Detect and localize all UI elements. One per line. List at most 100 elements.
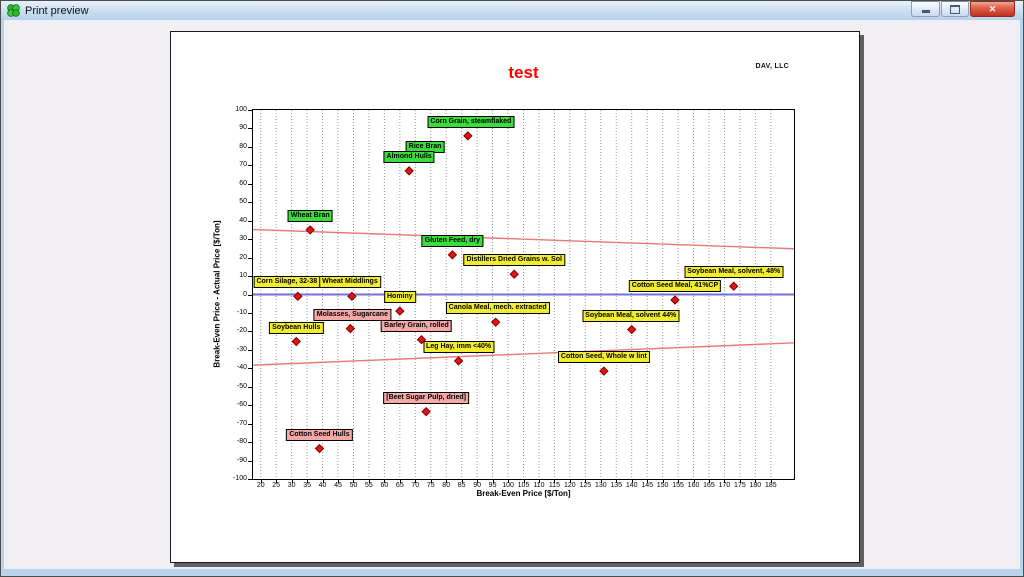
x-tick-mark xyxy=(276,479,278,483)
x-tick-label: 75 xyxy=(426,482,435,489)
x-tick-label: 80 xyxy=(442,482,451,489)
y-tick-mark xyxy=(248,442,252,444)
x-tick-mark xyxy=(260,479,262,483)
x-tick-label: 45 xyxy=(334,482,342,489)
x-tick-mark xyxy=(724,479,726,483)
x-tick-mark xyxy=(291,479,293,483)
y-tick-mark xyxy=(248,405,252,407)
chart-canvas xyxy=(253,110,794,479)
data-point-marker xyxy=(347,291,357,302)
minimize-icon xyxy=(921,10,930,13)
y-tick-label: 60 xyxy=(239,179,247,187)
data-point-label: Gluten Feed, dry xyxy=(421,234,484,247)
data-point-marker xyxy=(305,225,315,235)
data-point-label: Canola Meal, mech. extracted xyxy=(445,302,550,315)
y-tick-label: -10 xyxy=(236,308,247,316)
plot-area: Corn Grain, steamflaked Rice Bran Almond H… xyxy=(252,109,795,480)
lower-break-even-band xyxy=(253,342,794,366)
x-tick-mark xyxy=(399,479,401,483)
y-tick-label: -60 xyxy=(236,401,247,409)
data-point-marker xyxy=(453,356,464,366)
y-tick-mark xyxy=(248,146,252,148)
data-point-marker xyxy=(345,323,356,334)
preview-area: test DAV, LLC Break-Even Price - Actual … xyxy=(4,20,1020,569)
x-tick-mark xyxy=(430,479,432,483)
x-tick-mark xyxy=(569,479,571,483)
data-point-label: Distillers Dried Grains w. Sol xyxy=(463,254,565,267)
data-point-marker xyxy=(421,406,431,417)
x-tick-mark xyxy=(461,479,463,483)
x-tick-mark xyxy=(616,479,618,483)
data-point-marker xyxy=(626,324,637,335)
data-point-marker xyxy=(293,291,303,302)
y-tick-mark xyxy=(248,110,252,111)
y-tick-mark xyxy=(248,368,252,370)
data-point-label: Barley Grain, rolled xyxy=(381,319,452,332)
report-page: test DAV, LLC Break-Even Price - Actual … xyxy=(170,31,860,563)
company-name: DAV, LLC xyxy=(755,63,789,70)
y-tick-label: 90 xyxy=(239,124,247,132)
x-tick-mark xyxy=(538,479,540,483)
y-tick-mark xyxy=(248,128,252,130)
data-point-label: Wheat Middlings xyxy=(319,276,381,289)
x-tick-mark xyxy=(368,479,370,483)
minimize-button[interactable] xyxy=(911,1,940,17)
data-point-label: [Beet Sugar Pulp, dried] xyxy=(383,391,469,404)
x-tick-label: 20 xyxy=(256,482,265,489)
y-tick-label: 20 xyxy=(239,253,247,261)
x-tick-label: 25 xyxy=(272,482,281,489)
x-tick-mark xyxy=(585,479,587,483)
data-point-marker xyxy=(729,281,739,291)
x-tick-label: 145 xyxy=(641,482,653,489)
window-controls: ✕ xyxy=(911,1,1015,17)
x-tick-label: 180 xyxy=(749,482,762,489)
app-clover-icon xyxy=(7,4,20,17)
window-title: Print preview xyxy=(25,4,89,17)
data-point-marker xyxy=(670,295,680,305)
x-tick-mark xyxy=(600,479,602,483)
x-tick-label: 185 xyxy=(764,482,777,489)
x-tick-mark xyxy=(338,479,339,483)
data-point-markers xyxy=(291,131,739,454)
maximize-button[interactable] xyxy=(941,1,969,17)
data-point-marker xyxy=(490,317,501,327)
x-tick-label: 165 xyxy=(703,482,715,489)
x-tick-label: 105 xyxy=(517,482,530,489)
x-tick-mark xyxy=(739,479,741,483)
y-tick-mark xyxy=(248,202,252,204)
data-point-label: Leg Hay, imm <40% xyxy=(423,340,495,353)
y-tick-label: 70 xyxy=(239,161,247,169)
data-point-marker xyxy=(599,366,609,376)
data-point-marker xyxy=(291,336,301,347)
y-tick-mark xyxy=(248,312,252,314)
data-point-marker xyxy=(463,131,473,141)
x-tick-label: 95 xyxy=(488,482,497,489)
data-point-marker xyxy=(395,306,405,316)
y-tick-mark xyxy=(248,220,252,222)
x-tick-mark xyxy=(631,479,633,483)
y-tick-mark xyxy=(248,294,252,296)
title-bar[interactable]: Print preview ✕ xyxy=(1,1,1023,20)
x-tick-mark xyxy=(678,479,680,483)
x-tick-mark xyxy=(477,479,479,483)
x-tick-mark xyxy=(446,479,448,483)
x-tick-label: 130 xyxy=(594,482,607,489)
y-tick-label: -100 xyxy=(232,475,247,482)
x-tick-label: 140 xyxy=(625,482,638,489)
y-tick-mark xyxy=(248,239,252,241)
x-tick-mark xyxy=(353,479,355,483)
x-tick-label: 70 xyxy=(411,482,420,489)
close-button[interactable]: ✕ xyxy=(970,1,1015,17)
x-tick-label: 60 xyxy=(380,482,389,489)
data-point-label: Hominy xyxy=(383,291,416,304)
x-tick-mark xyxy=(647,479,649,483)
x-tick-label: 65 xyxy=(395,482,404,489)
x-tick-label: 155 xyxy=(672,482,684,489)
data-point-label: Cotton Seed Meal, 41%CP xyxy=(628,280,722,293)
x-tick-mark xyxy=(770,479,772,483)
x-tick-label: 150 xyxy=(656,482,669,489)
x-tick-label: 115 xyxy=(548,482,560,489)
x-tick-mark xyxy=(322,479,324,483)
y-tick-label: -80 xyxy=(236,438,247,446)
maximize-icon xyxy=(950,4,960,14)
